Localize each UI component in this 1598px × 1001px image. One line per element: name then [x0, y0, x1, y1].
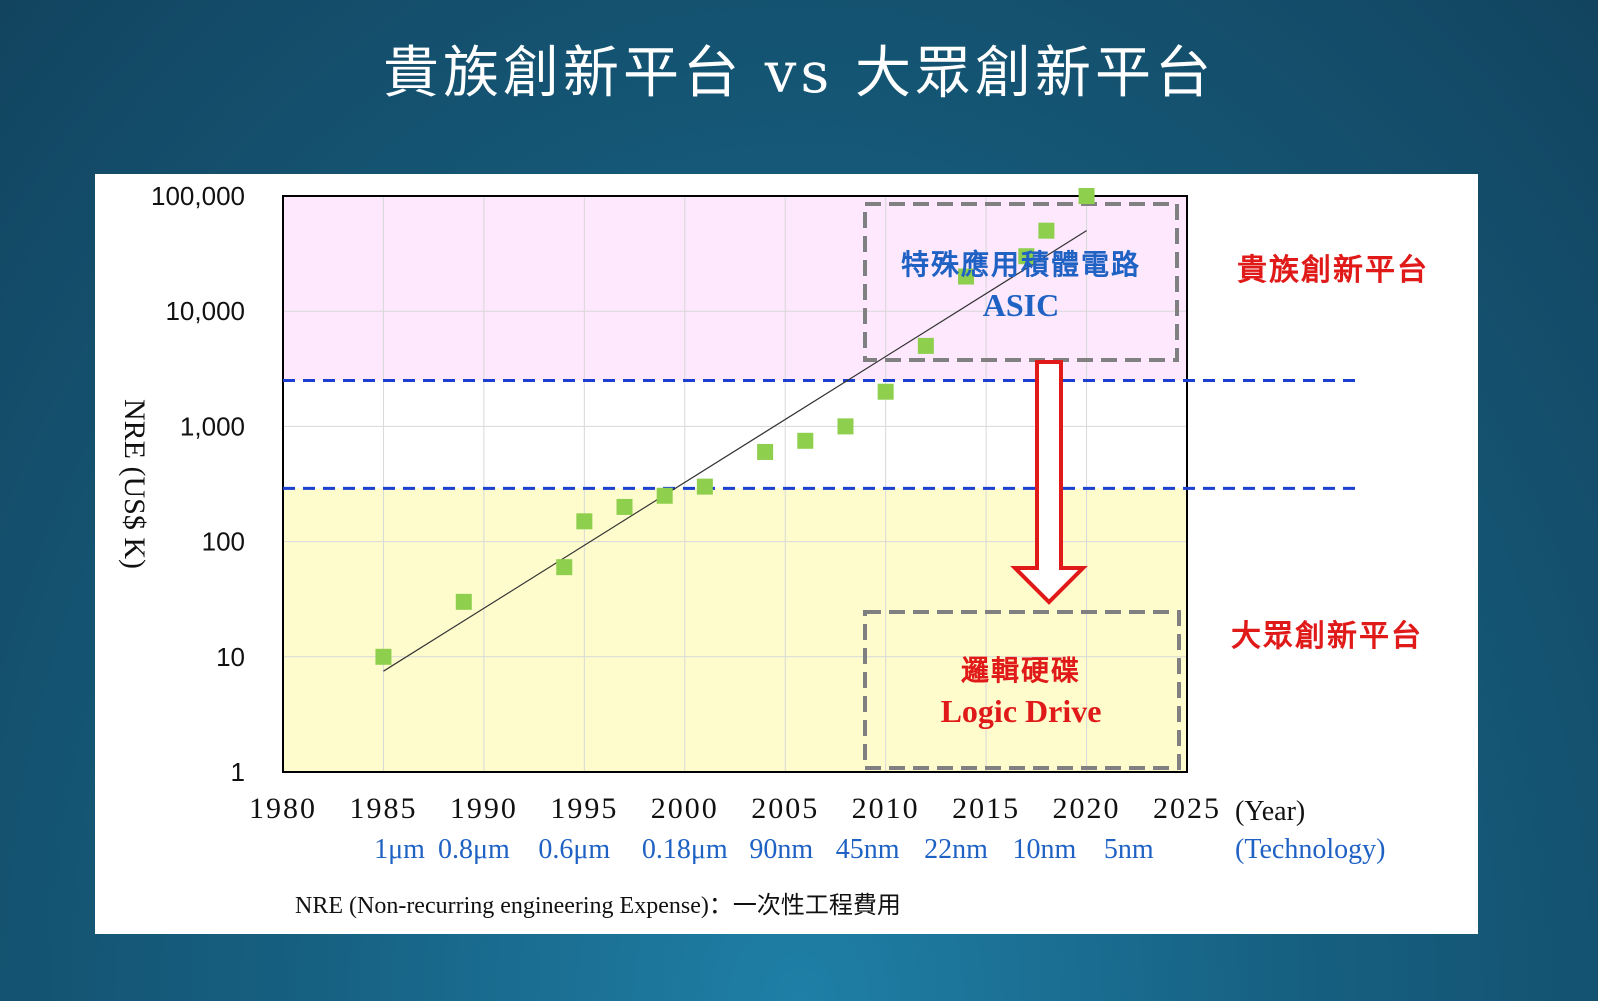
data-point	[1078, 188, 1095, 204]
data-point	[1038, 222, 1055, 239]
technology-label: 5nm	[1104, 834, 1154, 865]
slide-title: 貴族創新平台 vs 大眾創新平台	[383, 41, 1215, 106]
trendline	[383, 230, 1087, 672]
asic-label-en: ASIC	[983, 287, 1059, 323]
technology-label: 90nm	[749, 834, 813, 865]
technology-label: 45nm	[836, 834, 900, 865]
data-point	[1018, 248, 1035, 265]
technology-label: 0.8μm	[438, 834, 510, 865]
logic-drive-label-zh: 邏輯硬碟	[961, 654, 1081, 687]
data-point	[556, 559, 573, 576]
upper-zone-label: 貴族創新平台	[1237, 253, 1429, 288]
asic-label-zh: 特殊應用積體電路	[901, 248, 1141, 281]
y-tick-label: 100,000	[151, 181, 245, 211]
technology-label: 0.18μm	[642, 834, 728, 865]
x-tick-label: 1990	[450, 792, 518, 825]
technology-label: 22nm	[924, 834, 988, 865]
x-tick-label: 2025	[1153, 792, 1221, 825]
plot-frame	[282, 195, 1188, 773]
x-tick-label: 1980	[249, 792, 317, 825]
y-axis-label: NRE (US$ K)	[118, 399, 151, 569]
x-tick-label: 2015	[952, 792, 1020, 825]
down-arrow	[1010, 360, 1088, 605]
data-point	[797, 432, 814, 449]
data-point	[656, 487, 673, 504]
x-tick-label: 2020	[1053, 792, 1121, 825]
x-tick-label: 1985	[349, 792, 417, 825]
x-tick-label: 2000	[651, 792, 719, 825]
data-point	[757, 443, 774, 460]
chart-panel: 1 10 100 1,000 10,000 100,000 NRE (US$ K) 1980 1…	[95, 174, 1478, 934]
data-point	[576, 513, 593, 530]
data-point	[455, 593, 472, 610]
x-tick-label: 2005	[751, 792, 819, 825]
y-tick-label: 1	[231, 757, 245, 787]
data-point	[877, 383, 894, 400]
logic-drive-label-en: Logic Drive	[941, 693, 1102, 729]
data-point	[375, 648, 392, 665]
technology-label: 1μm	[374, 834, 425, 865]
nre-chart: 1 10 100 1,000 10,000 100,000 NRE (US$ K) 1980 1…	[118, 181, 1429, 865]
logic-drive-box	[863, 610, 1181, 770]
x-tick-label: 2010	[852, 792, 920, 825]
y-tick-label: 10,000	[165, 296, 245, 326]
technology-label: 0.6μm	[538, 834, 610, 865]
y-tick-label: 10	[216, 642, 245, 672]
asic-box	[863, 202, 1179, 362]
data-point	[837, 418, 854, 435]
technology-label: 10nm	[1012, 834, 1076, 865]
lower-zone-label: 大眾創新平台	[1231, 619, 1423, 654]
data-point	[696, 478, 713, 495]
data-point	[917, 337, 934, 354]
y-tick-label: 1,000	[180, 411, 245, 441]
x-tick-label: 1995	[550, 792, 618, 825]
data-point	[958, 268, 975, 285]
upper-zone	[283, 196, 1187, 381]
y-tick-label: 100	[202, 527, 245, 557]
footnote: NRE (Non-recurring engineering Expense)：…	[295, 893, 901, 919]
x-unit-label: (Year)	[1235, 796, 1305, 827]
data-point	[616, 498, 633, 515]
technology-unit-label: (Technology)	[1235, 834, 1385, 865]
